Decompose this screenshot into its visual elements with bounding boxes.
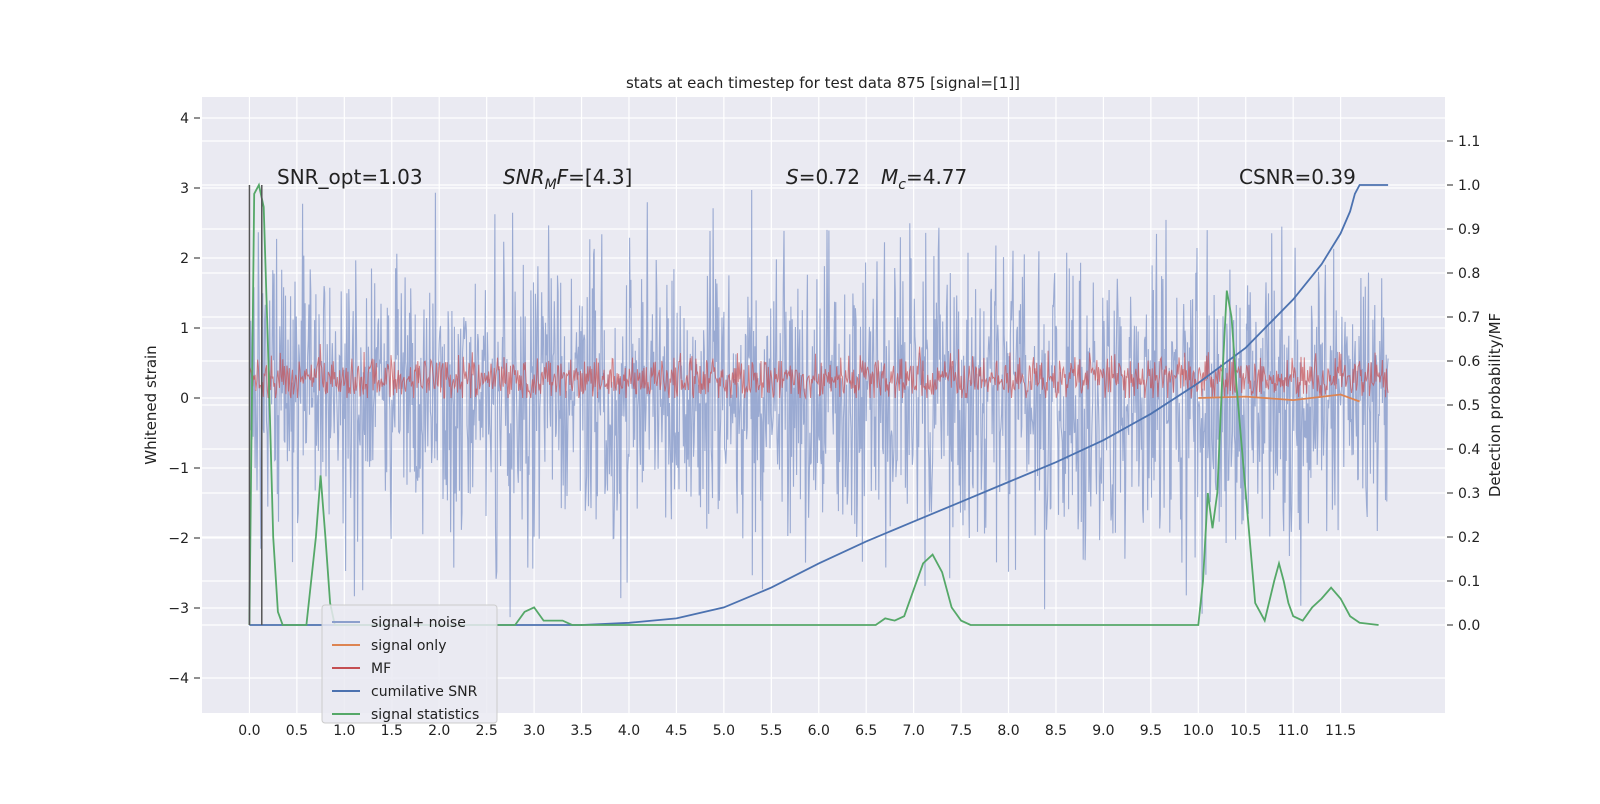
x-tick-label: 10.0 bbox=[1183, 723, 1214, 739]
signal-noise-line bbox=[249, 189, 1389, 618]
x-tick-label: 11.0 bbox=[1278, 723, 1309, 739]
legend-label: signal+ noise bbox=[371, 615, 466, 631]
x-tick-label: 3.0 bbox=[523, 723, 545, 739]
legend-box bbox=[321, 604, 498, 724]
signal-statistics-line bbox=[248, 182, 1379, 626]
snr-mf-subscript: M bbox=[545, 177, 557, 193]
x-tick-label: 1.0 bbox=[333, 723, 355, 739]
annotation-snr-opt: SNR_opt=1.03 bbox=[277, 165, 423, 189]
s-value: =0.72 bbox=[799, 165, 860, 189]
y-right-tick-label: 0.2 bbox=[1458, 530, 1480, 546]
annotation-mc-value: Mc=4.77 bbox=[881, 165, 967, 193]
y-tick-label: 2 bbox=[180, 251, 189, 267]
y-right-tick-label: 1.1 bbox=[1458, 134, 1480, 150]
y-right-tick-label: 0.3 bbox=[1458, 486, 1480, 502]
mc-value: =4.77 bbox=[906, 165, 967, 189]
signal-noise-series bbox=[249, 189, 1389, 618]
mf-line bbox=[248, 343, 1389, 400]
x-tick-label: 9.0 bbox=[1092, 723, 1114, 739]
mc-subscript: c bbox=[898, 177, 906, 193]
y-tick-label: −2 bbox=[168, 531, 189, 547]
annotation-csnr: CSNR=0.39 bbox=[1239, 165, 1356, 189]
line-series-layer bbox=[248, 182, 1389, 626]
snr-mf-symbol: SNR bbox=[503, 165, 545, 189]
x-tick-label: 4.5 bbox=[665, 723, 687, 739]
mf-series bbox=[248, 343, 1389, 400]
y-right-tick-label: 0.1 bbox=[1458, 574, 1480, 590]
cumilative-snr-line bbox=[249, 184, 1389, 626]
y-tick-label: −1 bbox=[168, 461, 189, 477]
x-tick-label: 10.5 bbox=[1230, 723, 1261, 739]
x-tick-label: 2.0 bbox=[428, 723, 450, 739]
y-tick-label: −3 bbox=[168, 601, 189, 617]
mc-symbol: M bbox=[881, 165, 898, 189]
y-tick-label: 3 bbox=[180, 181, 189, 197]
x-tick-label: 5.0 bbox=[713, 723, 735, 739]
x-tick-label: 6.0 bbox=[808, 723, 830, 739]
x-tick-label: 0.0 bbox=[238, 723, 260, 739]
y-right-tick-label: 0.7 bbox=[1458, 310, 1480, 326]
x-tick-label: 3.5 bbox=[570, 723, 592, 739]
y-tick-label: −4 bbox=[168, 671, 189, 687]
y-right-tick-labels: 1.1 1.0 0.9 0.8 0.7 0.6 0.5 0.4 0.3 0.2 0.1 0.0 bbox=[1447, 134, 1480, 634]
y-tick-label: 1 bbox=[180, 321, 189, 337]
x-tick-label: 11.5 bbox=[1325, 723, 1356, 739]
x-tick-label: 4.0 bbox=[618, 723, 640, 739]
legend-label: cumilative SNR bbox=[371, 684, 478, 700]
y-right-tick-label: 0.4 bbox=[1458, 442, 1480, 458]
snr-mf-value: =[4.3] bbox=[568, 165, 632, 189]
y-right-axis-label: Detection probability/MF bbox=[1486, 313, 1504, 497]
signal-only-line bbox=[1198, 393, 1360, 403]
x-tick-label: 0.5 bbox=[286, 723, 308, 739]
y-tick-label: 0 bbox=[180, 391, 189, 407]
annotation-s-value: S=0.72 bbox=[786, 165, 860, 189]
y-right-tick-label: 0.6 bbox=[1458, 354, 1480, 370]
y-axis-label: Whitened strain bbox=[142, 345, 160, 464]
x-tick-label: 7.0 bbox=[903, 723, 925, 739]
x-tick-label: 7.5 bbox=[950, 723, 972, 739]
x-tick-label: 5.5 bbox=[760, 723, 782, 739]
x-tick-label: 2.5 bbox=[476, 723, 498, 739]
annotation-snr-mf: SNRMF=[4.3] bbox=[503, 165, 632, 193]
y-right-tick-label: 0.5 bbox=[1458, 398, 1480, 414]
y-right-tick-label: 0.8 bbox=[1458, 266, 1480, 282]
x-tick-label: 9.5 bbox=[1140, 723, 1162, 739]
legend-label: MF bbox=[371, 661, 391, 677]
y-right-tick-label: 0.9 bbox=[1458, 222, 1480, 238]
legend-label: signal only bbox=[371, 638, 446, 654]
s-symbol: S bbox=[786, 165, 799, 189]
x-tick-labels: 0.0 0.5 1.0 1.5 2.0 2.5 3.0 3.5 4.0 4.5 5.0 5.5 6.0 6… bbox=[238, 723, 1356, 739]
x-tick-label: 8.0 bbox=[997, 723, 1019, 739]
legend-items: signal+ noise signal only MF cumilative SNR… bbox=[332, 615, 479, 723]
y-tick-labels: 4 3 2 1 0 −1 −2 −3 −4 bbox=[168, 111, 200, 687]
legend: signal+ noise signal only MF cumilative SNR… bbox=[321, 604, 498, 724]
snr-mf-letter: F bbox=[557, 165, 569, 189]
x-tick-label: 8.5 bbox=[1045, 723, 1067, 739]
chart-title: stats at each timestep for test data 875… bbox=[626, 74, 1020, 92]
x-tick-label: 1.5 bbox=[381, 723, 403, 739]
y-tick-label: 4 bbox=[180, 111, 189, 127]
legend-label: signal statistics bbox=[371, 707, 479, 723]
y-right-tick-label: 0.0 bbox=[1458, 618, 1480, 634]
x-tick-label: 6.5 bbox=[855, 723, 877, 739]
y-right-tick-label: 1.0 bbox=[1458, 178, 1480, 194]
